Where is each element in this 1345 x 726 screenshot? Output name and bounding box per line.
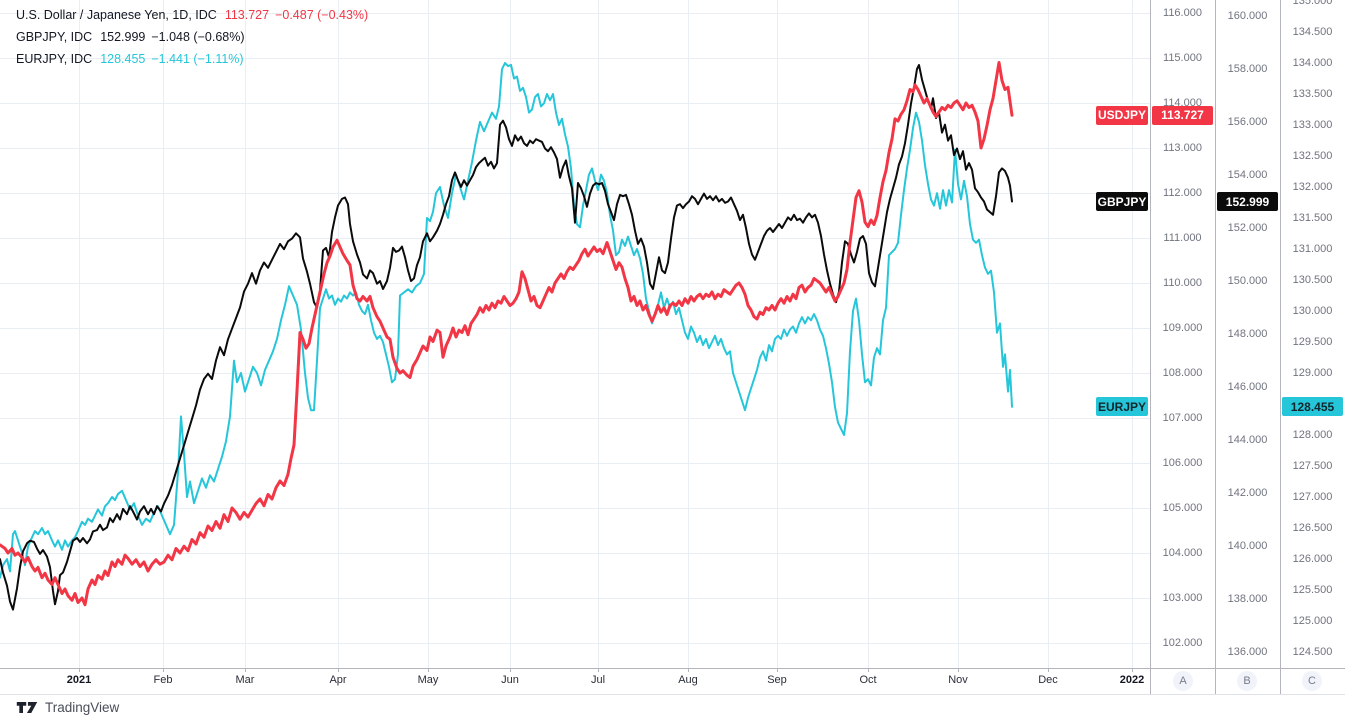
series-line-usdjpy	[0, 61, 1014, 607]
price-scale-a-button[interactable]: A	[1173, 671, 1193, 691]
symbol-title-eurjpy: EURJPY, IDC	[16, 52, 93, 66]
price-scale-c-button[interactable]: C	[1302, 671, 1322, 691]
series-line-eurjpy	[0, 62, 1013, 579]
tradingview-logo-text: TradingView	[45, 700, 120, 715]
tradingview-logo-icon	[16, 702, 38, 713]
symbol-quote-eurjpy: 128.455 −1.441 (−1.11%)	[100, 52, 244, 66]
series-line-gbpjpy	[0, 64, 1013, 611]
symbol-quote-usdjpy: 113.727 −0.487 (−0.43%)	[224, 8, 369, 22]
legend-row-eurjpy[interactable]: EURJPY, IDC 128.455 −1.441 (−1.11%)	[16, 48, 368, 70]
legend-row-usdjpy[interactable]: U.S. Dollar / Japanese Yen, 1D, IDC 113.…	[16, 4, 368, 26]
symbol-title-usdjpy: U.S. Dollar / Japanese Yen, 1D, IDC	[16, 8, 217, 22]
legend-row-gbpjpy[interactable]: GBPJPY, IDC 152.999 −1.048 (−0.68%)	[16, 26, 368, 48]
symbol-quote-gbpjpy: 152.999 −1.048 (−0.68%)	[100, 30, 245, 44]
chart-legend: U.S. Dollar / Japanese Yen, 1D, IDC 113.…	[16, 4, 368, 70]
price-scale-b-button[interactable]: B	[1237, 671, 1257, 691]
symbol-title-gbpjpy: GBPJPY, IDC	[16, 30, 93, 44]
tradingview-attribution[interactable]: TradingView	[16, 700, 119, 715]
